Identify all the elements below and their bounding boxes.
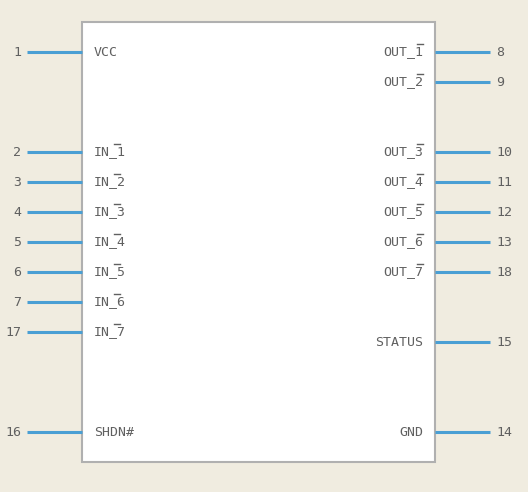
- Text: 14: 14: [496, 426, 512, 438]
- Text: VCC: VCC: [94, 45, 118, 59]
- Text: IN_6: IN_6: [94, 296, 126, 308]
- Text: 17: 17: [5, 326, 21, 338]
- Text: IN_4: IN_4: [94, 236, 126, 248]
- Text: OUT_1: OUT_1: [383, 45, 423, 59]
- Text: 8: 8: [496, 45, 504, 59]
- Text: 11: 11: [496, 176, 512, 188]
- Text: 5: 5: [13, 236, 21, 248]
- Text: IN_2: IN_2: [94, 176, 126, 188]
- Text: IN_1: IN_1: [94, 146, 126, 158]
- Text: 2: 2: [13, 146, 21, 158]
- Text: OUT_5: OUT_5: [383, 206, 423, 218]
- Text: 13: 13: [496, 236, 512, 248]
- Text: OUT_2: OUT_2: [383, 75, 423, 89]
- Text: OUT_7: OUT_7: [383, 266, 423, 278]
- Text: STATUS: STATUS: [375, 336, 423, 348]
- Text: 3: 3: [13, 176, 21, 188]
- Text: 9: 9: [496, 75, 504, 89]
- Bar: [82, 22, 435, 462]
- Text: 4: 4: [13, 206, 21, 218]
- Text: 7: 7: [13, 296, 21, 308]
- Text: IN_3: IN_3: [94, 206, 126, 218]
- Text: 6: 6: [13, 266, 21, 278]
- Text: OUT_3: OUT_3: [383, 146, 423, 158]
- Text: 10: 10: [496, 146, 512, 158]
- Text: 15: 15: [496, 336, 512, 348]
- Text: SHDN#: SHDN#: [94, 426, 134, 438]
- Text: OUT_4: OUT_4: [383, 176, 423, 188]
- Text: 16: 16: [5, 426, 21, 438]
- Text: 1: 1: [13, 45, 21, 59]
- Text: 18: 18: [496, 266, 512, 278]
- Text: 12: 12: [496, 206, 512, 218]
- Text: IN_5: IN_5: [94, 266, 126, 278]
- Text: GND: GND: [399, 426, 423, 438]
- Text: OUT_6: OUT_6: [383, 236, 423, 248]
- Text: IN_7: IN_7: [94, 326, 126, 338]
